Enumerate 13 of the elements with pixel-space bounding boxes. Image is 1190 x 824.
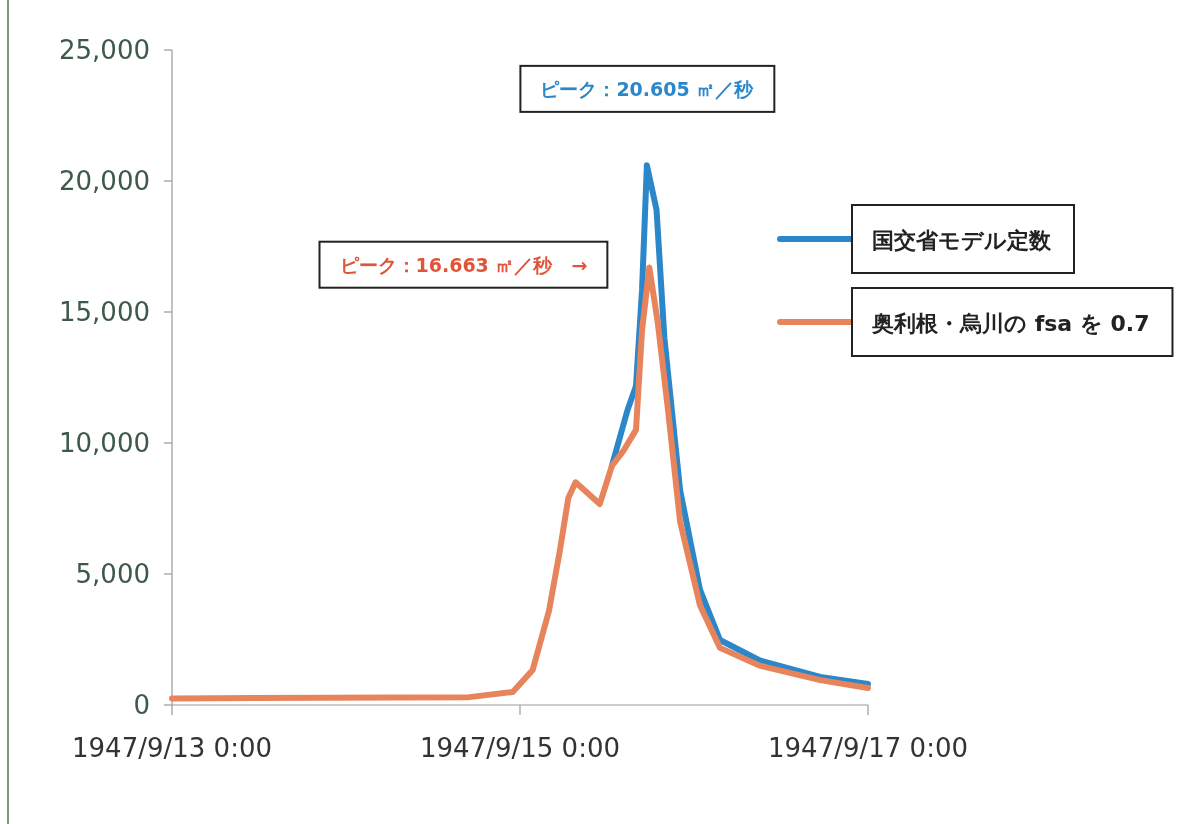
y-tick-label: 20,000 xyxy=(59,166,150,196)
y-tick-label: 0 xyxy=(133,690,150,720)
legend-label: 奥利根・烏川の fsa を 0.7 xyxy=(871,311,1150,336)
annotation: ピーク：16.663 ㎡／秒 → xyxy=(339,253,588,276)
x-tick-label: 1947/9/17 0:00 xyxy=(768,733,968,763)
annotation: ピーク：20.605 ㎡／秒 xyxy=(540,77,755,100)
x-tick-label: 1947/9/15 0:00 xyxy=(420,733,620,763)
y-tick-label: 25,000 xyxy=(59,35,150,65)
legend-label: 国交省モデル定数 xyxy=(872,228,1052,253)
y-tick-label: 5,000 xyxy=(75,559,150,589)
y-tick-label: 10,000 xyxy=(59,428,150,458)
y-tick-label: 15,000 xyxy=(59,297,150,327)
x-tick-label: 1947/9/13 0:00 xyxy=(72,733,272,763)
